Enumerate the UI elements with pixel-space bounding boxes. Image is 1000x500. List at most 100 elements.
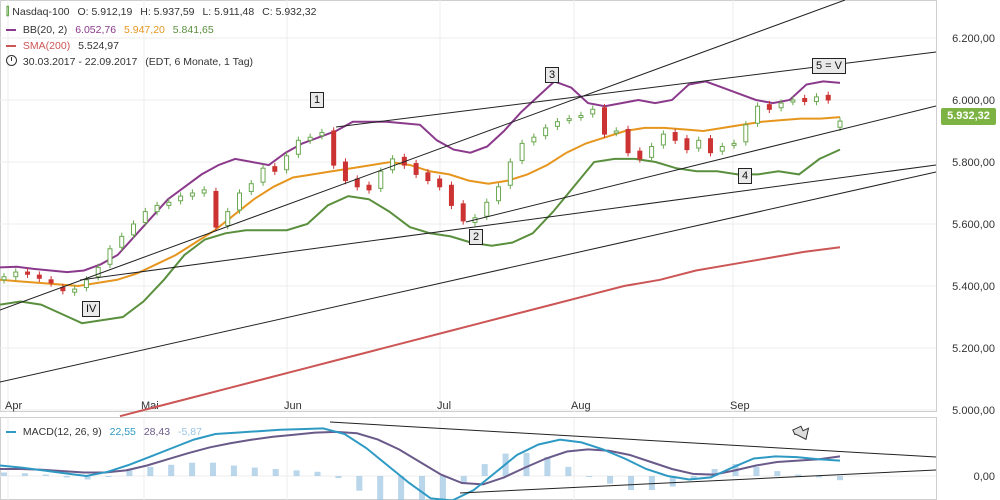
legend-macd-name: MACD(12, 26, 9) [22, 426, 102, 438]
candle-body [707, 138, 713, 154]
candle-body [837, 120, 843, 128]
macd-histogram-bar [147, 466, 154, 476]
candle-body [213, 190, 219, 228]
candle-body [378, 170, 384, 189]
legend-low: L: 5.911,48 [202, 6, 255, 18]
arrow-down-icon [792, 424, 814, 442]
macd-histogram-bar [398, 476, 405, 500]
candle-body [425, 172, 431, 182]
sma200-line [119, 246, 841, 418]
legend-bb-name: BB(20, 2) [22, 24, 68, 36]
macd-histogram-bar [439, 476, 446, 500]
y-tick-label: 5.800,00 [952, 157, 995, 169]
macd-signal-line [0, 430, 841, 486]
candle-body [201, 189, 207, 194]
candle-body [95, 266, 101, 278]
legend-close: C: 5.932,32 [262, 6, 317, 18]
candle-body [390, 158, 396, 171]
candle-body [802, 97, 808, 103]
candle-body [437, 178, 443, 188]
candle-body [119, 235, 125, 248]
candle-body [260, 167, 266, 183]
candle-body [307, 136, 313, 141]
trend-line [465, 105, 937, 223]
macd-histogram-bar [189, 462, 196, 476]
candle-body [625, 128, 631, 154]
macd-histogram-bar [251, 467, 258, 476]
x-tick-label: Jul [437, 400, 451, 412]
legend-high: H: 5.937,59 [140, 6, 195, 18]
candle-body [178, 195, 184, 202]
macd-histogram-bar [460, 476, 467, 483]
macd-histogram-bar [795, 474, 802, 476]
macd-line [0, 427, 841, 500]
macd-histogram-bar [523, 452, 530, 476]
candle-body [448, 184, 454, 206]
legend-period: 30.03.2017 - 22.09.2017 (EDT, 6 Monate, … [6, 55, 253, 68]
candle-body [72, 288, 78, 293]
macd-histogram-bar [335, 476, 342, 479]
candle-body [460, 203, 466, 222]
macd-histogram-bar [648, 476, 655, 490]
macd-histogram-bar [377, 476, 384, 500]
bb-upper-line [0, 80, 841, 274]
macd-histogram-bar [105, 476, 112, 477]
candle-body [189, 192, 195, 197]
candle-body [755, 105, 761, 124]
candle-body [825, 94, 831, 101]
y-tick-label: 5.000,00 [952, 405, 995, 417]
legend-nasdaq: ⫿ Nasdaq-100 O: 5.912,19 H: 5.937,59 L: … [6, 6, 316, 19]
sma-swatch-icon [6, 45, 16, 48]
legend-bb-lower: 5.841,65 [172, 24, 214, 36]
legend-macd-value: 22,55 [109, 426, 136, 438]
candle-body [778, 102, 784, 109]
legend-bb: BB(20, 2) 6.052,76 5.947,20 5.841,65 [6, 24, 214, 36]
legend-sma-name: SMA(200) [22, 40, 71, 52]
x-tick-label: Jun [284, 400, 302, 412]
legend-nasdaq-name: Nasdaq-100 [12, 6, 70, 18]
legend-period-range: 30.03.2017 - 22.09.2017 [22, 56, 138, 68]
clock-icon [6, 55, 17, 66]
candle-body [248, 183, 254, 192]
candle-body [48, 279, 54, 284]
candle-body [272, 166, 278, 172]
bb-lower-line [0, 148, 841, 325]
wave-label-5: 5 = V [812, 58, 846, 74]
wave-label-3: 3 [545, 67, 560, 83]
candle-body [284, 155, 290, 171]
candle-body [660, 133, 666, 146]
macd-histogram-bar [168, 464, 175, 476]
legend-signal-value: 28,43 [143, 426, 171, 438]
candle-body [790, 99, 796, 103]
macd-histogram-bar [481, 464, 488, 476]
macd-histogram-bar [84, 476, 91, 480]
macd-y-tick-label: 0,00 [974, 471, 995, 483]
price-pane-frame [0, 0, 937, 412]
bb-middle-line [0, 116, 841, 288]
macd-histogram-bar [419, 476, 425, 500]
candle-body [602, 107, 608, 135]
candle-body [342, 161, 348, 182]
candle-body [496, 186, 502, 202]
candle-body [696, 139, 702, 149]
candle-body [519, 142, 525, 161]
candle-body [13, 271, 19, 278]
candle-body [25, 271, 31, 275]
candle-body [543, 127, 549, 137]
trend-line [0, 0, 846, 311]
candle-body [60, 287, 66, 292]
macd-histogram-bar [314, 471, 321, 476]
candle-body [590, 108, 596, 115]
candle-body [531, 136, 537, 143]
candle-icon: ⫿ [6, 6, 10, 18]
macd-histogram-bar [690, 476, 697, 480]
last-price-badge: 5.932,32 [941, 108, 996, 125]
legend-period-info: (EDT, 6 Monate, 1 Tag) [145, 56, 254, 68]
trend-line [335, 51, 937, 128]
candle-body [672, 132, 678, 141]
macd-swatch-icon [6, 431, 16, 434]
x-tick-label: Apr [5, 400, 22, 412]
bb-swatch-icon [6, 29, 16, 32]
